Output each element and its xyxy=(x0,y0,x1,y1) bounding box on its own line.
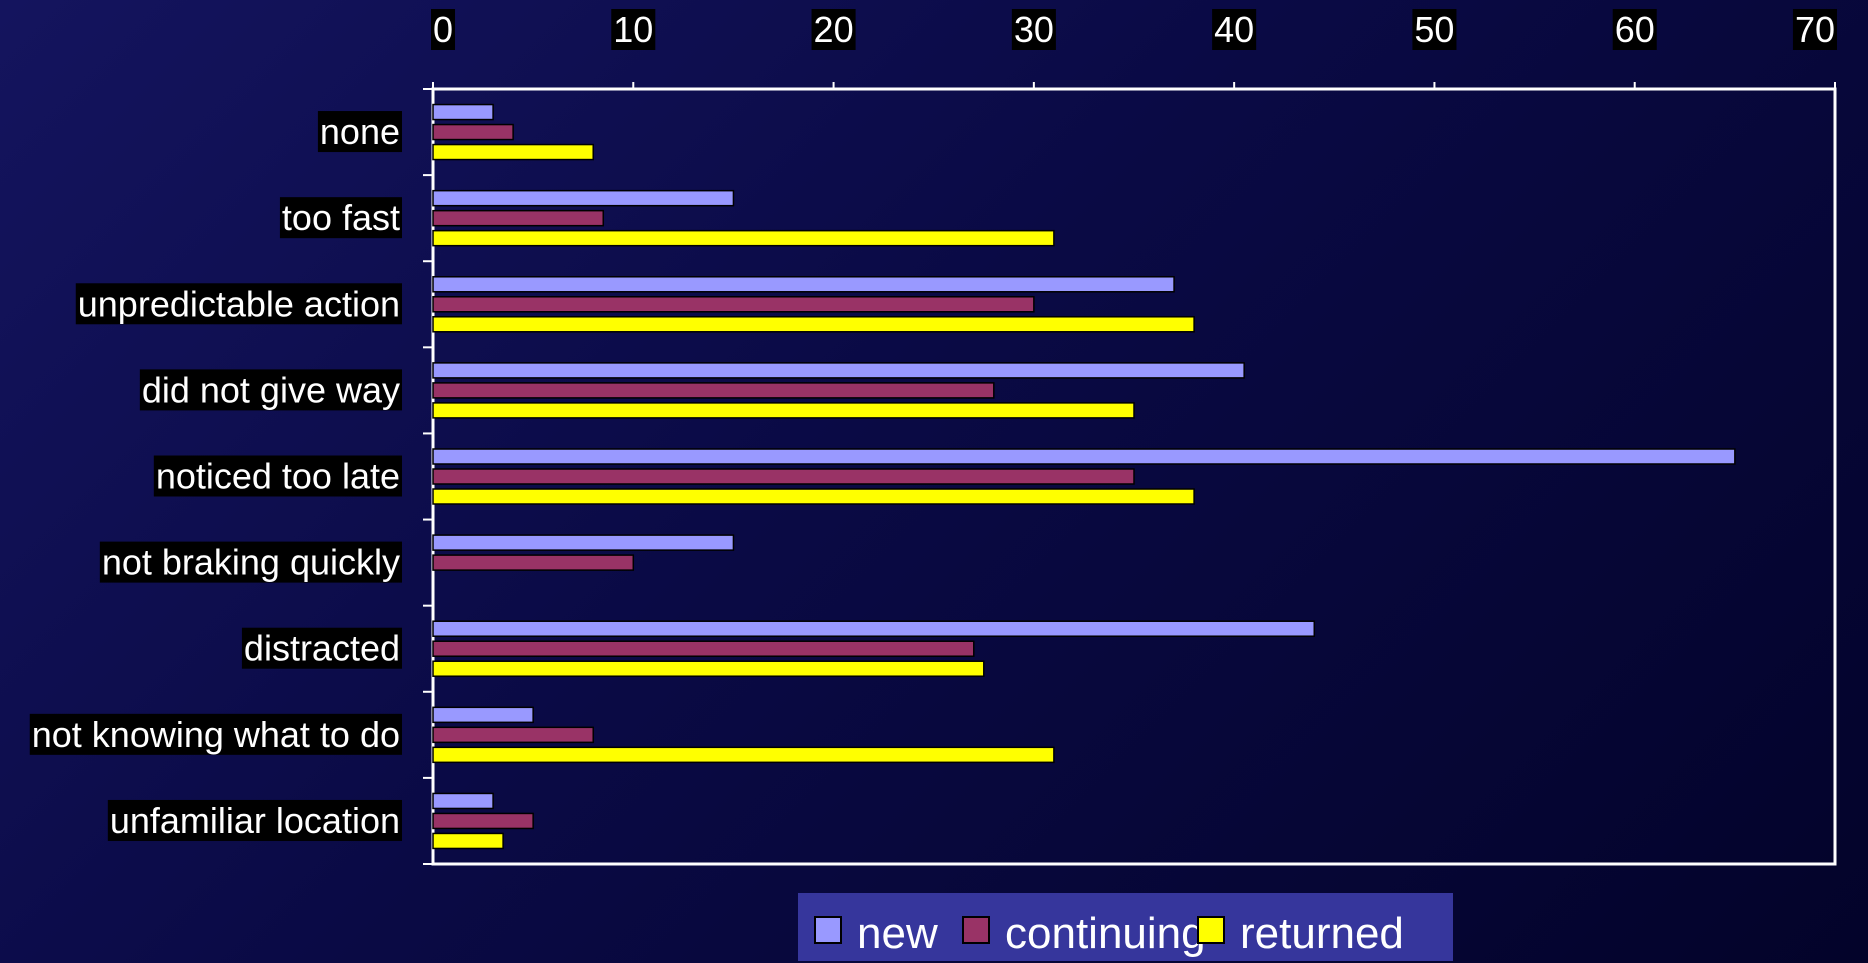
bar-new xyxy=(432,792,494,810)
x-axis: 0 10 20 30 40 50 60 70 xyxy=(431,9,1837,89)
bar-new xyxy=(432,276,1175,293)
category-label: distracted xyxy=(244,628,400,669)
x-tick-label-bg xyxy=(1792,9,1837,50)
bar-continuing xyxy=(432,209,604,227)
x-tick-label: 30 xyxy=(1014,9,1054,50)
legend-label-new: new xyxy=(857,909,938,958)
bar-continuing xyxy=(432,468,1135,485)
bar-continuing xyxy=(432,554,635,571)
x-tick-label: 10 xyxy=(613,9,653,50)
bar-new xyxy=(432,189,735,207)
x-tick-label-bg xyxy=(431,9,456,50)
category-label: noticed too late xyxy=(156,456,400,497)
category-label-bg xyxy=(99,541,402,583)
x-tick-label-bg xyxy=(1212,9,1257,50)
legend-swatch-continuing xyxy=(962,916,990,944)
category-label-bg xyxy=(317,111,402,153)
bar-new xyxy=(432,706,534,724)
category-label-bg xyxy=(153,455,402,497)
category-label: unfamiliar location xyxy=(110,800,400,841)
x-tick-label-bg xyxy=(811,9,856,50)
category-label-bg xyxy=(75,283,402,325)
category-label-bg xyxy=(107,799,402,841)
legend-label-returned: returned xyxy=(1240,909,1404,958)
bars xyxy=(432,103,1736,850)
bar-returned xyxy=(432,832,504,850)
bar-returned xyxy=(432,143,594,161)
category-label-bg xyxy=(139,369,402,411)
bar-new xyxy=(432,448,1736,465)
legend: new continuing returned xyxy=(798,893,1453,961)
x-tick-label-bg xyxy=(1612,9,1657,50)
bar-new xyxy=(432,620,1316,637)
legend-swatch-returned xyxy=(1197,916,1225,944)
category-label-bg xyxy=(279,197,402,239)
bar-continuing xyxy=(432,812,534,830)
category-label: too fast xyxy=(282,197,400,238)
bar-returned xyxy=(432,660,985,677)
bar-continuing xyxy=(432,296,1035,313)
bar-new xyxy=(432,103,494,121)
bar-returned xyxy=(432,488,1195,505)
x-tick-label: 0 xyxy=(433,9,453,50)
x-tick-label: 60 xyxy=(1615,9,1655,50)
bar-continuing xyxy=(432,123,514,141)
x-tick-label-bg xyxy=(1412,9,1457,50)
bar-continuing xyxy=(432,640,975,657)
legend-swatch-new xyxy=(814,916,842,944)
x-tick-label: 40 xyxy=(1214,9,1254,50)
x-tick-label: 20 xyxy=(814,9,854,50)
category-label: unpredictable action xyxy=(78,283,400,324)
x-tick-label: 70 xyxy=(1795,9,1835,50)
y-axis: none too fast unpredictable action did not … xyxy=(29,88,435,865)
x-tick-label: 50 xyxy=(1414,9,1454,50)
category-label: not braking quickly xyxy=(102,542,400,583)
bar-new xyxy=(432,362,1245,379)
bar-continuing xyxy=(432,382,995,399)
legend-box xyxy=(798,893,1453,961)
category-label-bg xyxy=(29,713,402,755)
category-label-bg xyxy=(241,627,402,669)
x-tick-label-bg xyxy=(1011,9,1056,50)
category-label: none xyxy=(320,111,400,152)
bar-returned xyxy=(432,316,1195,333)
bar-continuing xyxy=(432,726,594,744)
category-label: not knowing what to do xyxy=(32,714,400,755)
category-label: did not give way xyxy=(142,369,400,410)
x-tick-label-bg xyxy=(611,9,656,50)
bar-new xyxy=(432,534,735,551)
bar-returned xyxy=(432,746,1055,764)
legend-label-continuing: continuing xyxy=(1005,909,1206,958)
bar-returned xyxy=(432,402,1135,419)
bar-returned xyxy=(432,229,1055,247)
